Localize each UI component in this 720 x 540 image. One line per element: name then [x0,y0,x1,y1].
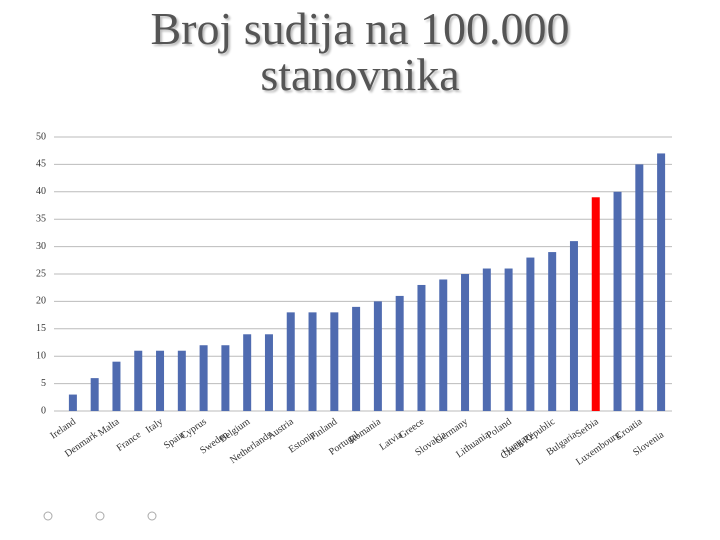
y-tick-label: 25 [36,268,46,279]
bar [264,334,273,411]
chart-title: Broj sudija na 100.000 stanovnika [150,3,570,100]
bar [395,295,404,411]
x-tick-label: Poland [485,416,514,441]
x-tick-label: Cyprus [179,416,209,442]
x-tick-label: Austria [265,416,296,442]
y-tick-label: 35 [36,213,46,224]
bar [68,394,77,411]
x-tick-label: Malta [96,416,122,439]
decor-dot [95,511,105,521]
bar [90,378,99,411]
y-tick-label: 20 [36,296,46,307]
x-tick-label: Italy [144,416,165,436]
y-tick-label: 45 [36,159,46,170]
bar [548,252,557,411]
y-tick-label: 40 [36,186,46,197]
bar [461,274,470,411]
bar [439,279,448,411]
bar [352,306,361,411]
y-tick-label: 50 [36,131,46,142]
y-tick-label: 0 [41,405,46,416]
bar [199,345,208,411]
bar [286,312,295,411]
bar [569,241,578,411]
x-tick-label: Croatia [614,416,645,442]
x-tick-label: Ireland [48,416,78,441]
x-tick-label: France [115,429,144,454]
y-tick-label: 30 [36,241,46,252]
bar [482,268,491,411]
x-tick-label: Finland [308,416,339,443]
bar [417,284,426,411]
bar [221,345,230,411]
bar [134,350,143,411]
decor-dot [43,511,53,521]
bar [591,197,600,411]
bar [112,361,121,411]
y-tick-label: 10 [36,350,46,361]
x-tick-label: Slovenia [631,429,666,458]
x-tick-label: Greece [397,416,427,442]
bar [308,312,317,411]
bar [156,350,165,411]
x-tick-label: Serbia [574,416,602,440]
bar [330,312,339,411]
x-tick-label: Denmark [63,429,100,459]
bar [177,350,186,411]
bar [635,164,644,411]
bar [243,334,252,411]
bar [526,257,535,411]
bar [657,153,666,411]
decor-dot [147,511,157,521]
bar [373,301,382,411]
y-tick-label: 5 [41,378,46,389]
bar [504,268,513,411]
bar [613,191,622,411]
y-tick-label: 15 [36,323,46,334]
